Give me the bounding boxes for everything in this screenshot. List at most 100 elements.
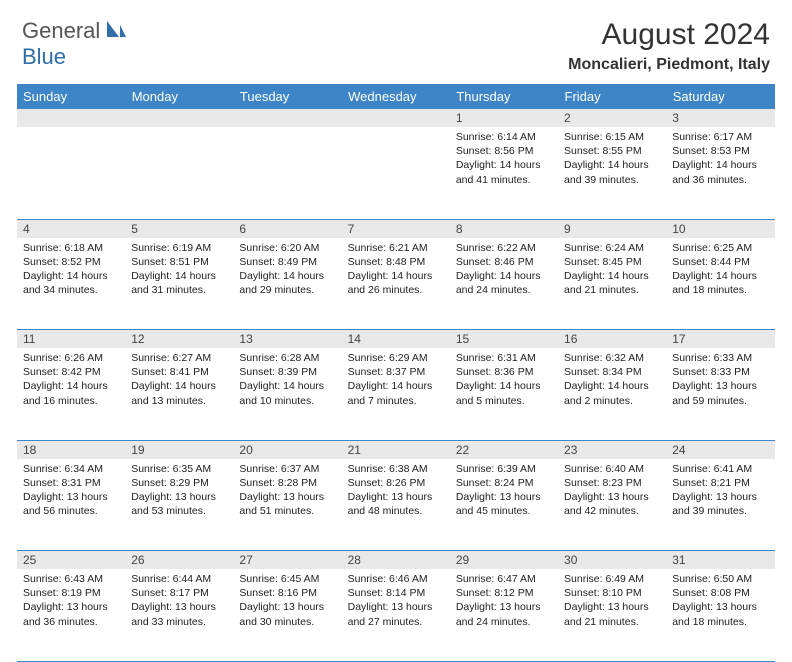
day-cell: Sunrise: 6:34 AMSunset: 8:31 PMDaylight:… [17, 459, 125, 551]
sunset-text: Sunset: 8:45 PM [564, 255, 660, 269]
sunrise-text: Sunrise: 6:37 AM [239, 462, 335, 476]
day-number-cell: 8 [450, 219, 558, 238]
daylight-line2: and 7 minutes. [348, 394, 444, 408]
day-cell-content: Sunrise: 6:27 AMSunset: 8:41 PMDaylight:… [125, 348, 233, 412]
daylight-line1: Daylight: 14 hours [348, 269, 444, 283]
daylight-line1: Daylight: 14 hours [456, 158, 552, 172]
title-block: August 2024 Moncalieri, Piedmont, Italy [568, 18, 770, 74]
daylight-line2: and 24 minutes. [456, 283, 552, 297]
sunset-text: Sunset: 8:55 PM [564, 144, 660, 158]
sunset-text: Sunset: 8:37 PM [348, 365, 444, 379]
day-cell: Sunrise: 6:37 AMSunset: 8:28 PMDaylight:… [233, 459, 341, 551]
logo-text-general: General [22, 18, 100, 44]
day-cell: Sunrise: 6:38 AMSunset: 8:26 PMDaylight:… [342, 459, 450, 551]
day-number-cell: 2 [558, 109, 666, 127]
day-number-cell: 5 [125, 219, 233, 238]
daylight-line2: and 29 minutes. [239, 283, 335, 297]
day-cell: Sunrise: 6:29 AMSunset: 8:37 PMDaylight:… [342, 348, 450, 440]
day-cell-content: Sunrise: 6:44 AMSunset: 8:17 PMDaylight:… [125, 569, 233, 633]
day-cell-content: Sunrise: 6:38 AMSunset: 8:26 PMDaylight:… [342, 459, 450, 523]
day-number-cell: 26 [125, 551, 233, 570]
sunrise-text: Sunrise: 6:40 AM [564, 462, 660, 476]
daylight-line2: and 51 minutes. [239, 504, 335, 518]
daylight-line1: Daylight: 14 hours [23, 379, 119, 393]
daylight-line2: and 5 minutes. [456, 394, 552, 408]
sunrise-text: Sunrise: 6:21 AM [348, 241, 444, 255]
day-cell: Sunrise: 6:32 AMSunset: 8:34 PMDaylight:… [558, 348, 666, 440]
month-title: August 2024 [568, 18, 770, 52]
day-number-cell: 16 [558, 330, 666, 349]
sunrise-text: Sunrise: 6:47 AM [456, 572, 552, 586]
day-number-cell: 29 [450, 551, 558, 570]
day-number-cell: 23 [558, 440, 666, 459]
day-cell: Sunrise: 6:14 AMSunset: 8:56 PMDaylight:… [450, 127, 558, 219]
sunset-text: Sunset: 8:41 PM [131, 365, 227, 379]
sunrise-text: Sunrise: 6:24 AM [564, 241, 660, 255]
sunrise-text: Sunrise: 6:22 AM [456, 241, 552, 255]
sunset-text: Sunset: 8:17 PM [131, 586, 227, 600]
day-cell: Sunrise: 6:28 AMSunset: 8:39 PMDaylight:… [233, 348, 341, 440]
day-number-cell: 9 [558, 219, 666, 238]
calendar-table: Sunday Monday Tuesday Wednesday Thursday… [17, 84, 775, 662]
day-cell [233, 127, 341, 219]
daylight-line2: and 21 minutes. [564, 615, 660, 629]
day-cell: Sunrise: 6:24 AMSunset: 8:45 PMDaylight:… [558, 238, 666, 330]
sunrise-text: Sunrise: 6:31 AM [456, 351, 552, 365]
day-cell: Sunrise: 6:50 AMSunset: 8:08 PMDaylight:… [666, 569, 774, 661]
day-number-cell: 30 [558, 551, 666, 570]
daylight-line2: and 36 minutes. [23, 615, 119, 629]
location-label: Moncalieri, Piedmont, Italy [568, 56, 770, 74]
daylight-line2: and 21 minutes. [564, 283, 660, 297]
day-number-cell: 3 [666, 109, 774, 127]
daylight-line2: and 48 minutes. [348, 504, 444, 518]
day-number-cell: 12 [125, 330, 233, 349]
day-cell [125, 127, 233, 219]
daylight-line2: and 24 minutes. [456, 615, 552, 629]
daylight-line1: Daylight: 14 hours [672, 269, 768, 283]
sunset-text: Sunset: 8:23 PM [564, 476, 660, 490]
logo-text-blue: Blue [22, 44, 66, 69]
day-header: Sunday [17, 84, 125, 109]
daylight-line1: Daylight: 13 hours [672, 600, 768, 614]
daylight-line2: and 39 minutes. [564, 173, 660, 187]
header: General August 2024 Moncalieri, Piedmont… [0, 0, 792, 84]
daylight-line1: Daylight: 14 hours [131, 379, 227, 393]
day-cell [342, 127, 450, 219]
day-cell: Sunrise: 6:41 AMSunset: 8:21 PMDaylight:… [666, 459, 774, 551]
day-number-cell: 10 [666, 219, 774, 238]
sunset-text: Sunset: 8:39 PM [239, 365, 335, 379]
daylight-line1: Daylight: 13 hours [672, 490, 768, 504]
sunset-text: Sunset: 8:19 PM [23, 586, 119, 600]
day-cell: Sunrise: 6:45 AMSunset: 8:16 PMDaylight:… [233, 569, 341, 661]
sunset-text: Sunset: 8:49 PM [239, 255, 335, 269]
day-number-cell: 27 [233, 551, 341, 570]
daylight-line2: and 26 minutes. [348, 283, 444, 297]
day-cell-content: Sunrise: 6:33 AMSunset: 8:33 PMDaylight:… [666, 348, 774, 412]
day-number-row: 11121314151617 [17, 330, 775, 349]
daylight-line2: and 18 minutes. [672, 283, 768, 297]
sunset-text: Sunset: 8:10 PM [564, 586, 660, 600]
day-number-cell: 28 [342, 551, 450, 570]
day-number-cell: 21 [342, 440, 450, 459]
daylight-line1: Daylight: 13 hours [564, 490, 660, 504]
sunrise-text: Sunrise: 6:15 AM [564, 130, 660, 144]
daylight-line1: Daylight: 13 hours [131, 600, 227, 614]
day-number-cell: 22 [450, 440, 558, 459]
day-cell: Sunrise: 6:39 AMSunset: 8:24 PMDaylight:… [450, 459, 558, 551]
day-number-row: 123 [17, 109, 775, 127]
day-number-cell: 14 [342, 330, 450, 349]
day-number-cell: 4 [17, 219, 125, 238]
daylight-line1: Daylight: 13 hours [239, 600, 335, 614]
day-cell-content: Sunrise: 6:34 AMSunset: 8:31 PMDaylight:… [17, 459, 125, 523]
sunrise-text: Sunrise: 6:14 AM [456, 130, 552, 144]
daylight-line1: Daylight: 14 hours [564, 269, 660, 283]
sunrise-text: Sunrise: 6:26 AM [23, 351, 119, 365]
day-number-cell: 13 [233, 330, 341, 349]
day-number-cell: 18 [17, 440, 125, 459]
day-cell-content: Sunrise: 6:31 AMSunset: 8:36 PMDaylight:… [450, 348, 558, 412]
sunset-text: Sunset: 8:56 PM [456, 144, 552, 158]
daylight-line1: Daylight: 13 hours [456, 490, 552, 504]
day-header-row: Sunday Monday Tuesday Wednesday Thursday… [17, 84, 775, 109]
daylight-line1: Daylight: 13 hours [564, 600, 660, 614]
daylight-line2: and 33 minutes. [131, 615, 227, 629]
